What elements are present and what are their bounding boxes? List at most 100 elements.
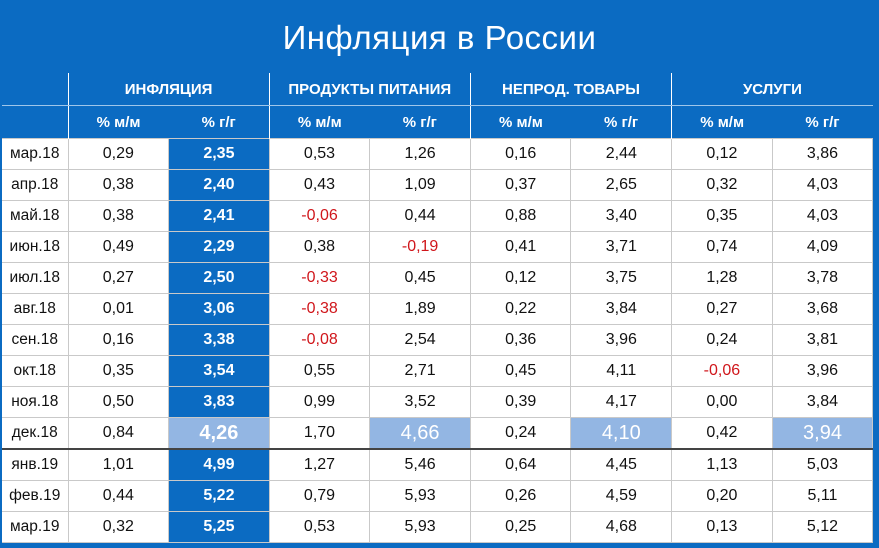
table-cell: 0,64 xyxy=(469,448,572,481)
table-cell: 0,88 xyxy=(469,200,572,232)
table-cell: 4,03 xyxy=(771,169,874,201)
table-cell: 0,32 xyxy=(67,511,170,543)
row-label-month: авг.18 xyxy=(2,293,69,325)
table-row: авг.18 0,01 3,06 -0,38 1,89 0,22 3,84 0,27 3,68 xyxy=(2,293,874,325)
table-cell: 5,11 xyxy=(771,480,874,512)
table-cell: 5,93 xyxy=(369,480,471,512)
table-cell: 0,12 xyxy=(469,262,572,294)
table-cell: 2,44 xyxy=(570,138,673,170)
table-cell: 4,26 xyxy=(168,417,270,450)
table-cell: 0,16 xyxy=(469,138,572,170)
table-row: мар.19 0,32 5,25 0,53 5,93 0,25 4,68 0,13 5,12 xyxy=(2,511,874,543)
table-cell: 3,52 xyxy=(369,386,471,418)
row-label-month: сен.18 xyxy=(2,324,69,356)
table-row: апр.18 0,38 2,40 0,43 1,09 0,37 2,65 0,32 4,03 xyxy=(2,169,874,201)
table-cell: 3,54 xyxy=(168,355,270,387)
table-body: мар.18 0,29 2,35 0,53 1,26 0,16 2,44 0,12 3,86 ап… xyxy=(2,138,874,543)
table-cell: 0,99 xyxy=(268,386,371,418)
table-cell: 0,45 xyxy=(369,262,471,294)
subheader-mm: % м/м xyxy=(469,105,571,139)
row-label-month: май.18 xyxy=(2,200,69,232)
row-label-month: янв.19 xyxy=(2,448,69,481)
table-cell: 2,41 xyxy=(168,200,270,232)
table-cell: 0,50 xyxy=(67,386,170,418)
group-header-services: УСЛУГИ xyxy=(671,73,873,106)
table-row: дек.18 0,84 4,26 1,70 4,66 0,24 4,10 0,42 3,94 xyxy=(2,417,874,450)
table-cell: 0,27 xyxy=(671,293,773,325)
table-cell: 1,09 xyxy=(369,169,471,201)
table-cell: 3,68 xyxy=(771,293,874,325)
table-row: ноя.18 0,50 3,83 0,99 3,52 0,39 4,17 0,00 3,84 xyxy=(2,386,874,418)
subheader-mm: % м/м xyxy=(671,105,773,139)
table-cell: 5,25 xyxy=(168,511,270,543)
table-cell: 3,38 xyxy=(168,324,270,356)
row-label-month: ноя.18 xyxy=(2,386,69,418)
table-cell: 0,55 xyxy=(268,355,371,387)
table-cell: -0,06 xyxy=(671,355,773,387)
table-cell: 3,06 xyxy=(168,293,270,325)
table-row: янв.19 1,01 4,99 1,27 5,46 0,64 4,45 1,13 5,03 xyxy=(2,448,874,481)
table-cell: 0,53 xyxy=(268,138,371,170)
row-label-month: фев.19 xyxy=(2,480,69,512)
table-cell: 1,13 xyxy=(671,448,773,481)
table-cell: 2,71 xyxy=(369,355,471,387)
table-cell: 1,01 xyxy=(67,448,170,481)
table-cell: -0,38 xyxy=(268,293,371,325)
table-cell: 0,27 xyxy=(67,262,170,294)
table-cell: 0,84 xyxy=(67,417,170,450)
table-cell: 5,03 xyxy=(771,448,874,481)
table-cell: 0,20 xyxy=(671,480,773,512)
table-row: май.18 0,38 2,41 -0,06 0,44 0,88 3,40 0,35 4,03 xyxy=(2,200,874,232)
table-row: июл.18 0,27 2,50 -0,33 0,45 0,12 3,75 1,28 3,78 xyxy=(2,262,874,294)
table-cell: 0,29 xyxy=(67,138,170,170)
inflation-table-area: ИНФЛЯЦИЯ ПРОДУКТЫ ПИТАНИЯ НЕПРОД. ТОВАРЫ… xyxy=(0,73,879,548)
table-cell: 3,96 xyxy=(771,355,874,387)
table-cell: 5,22 xyxy=(168,480,270,512)
table-cell: 0,53 xyxy=(268,511,371,543)
table-cell: 5,12 xyxy=(771,511,874,543)
row-label-month: мар.18 xyxy=(2,138,69,170)
row-label-month: дек.18 xyxy=(2,417,69,450)
table-cell: 0,41 xyxy=(469,231,572,263)
table-cell: 0,38 xyxy=(67,169,170,201)
inflation-table: ИНФЛЯЦИЯ ПРОДУКТЫ ПИТАНИЯ НЕПРОД. ТОВАРЫ… xyxy=(2,73,874,543)
table-cell: 4,99 xyxy=(168,448,270,481)
table-cell: 0,32 xyxy=(671,169,773,201)
table-cell: -0,06 xyxy=(268,200,371,232)
table-cell: 0,44 xyxy=(369,200,471,232)
table-cell: 3,40 xyxy=(570,200,673,232)
table-cell: 0,49 xyxy=(67,231,170,263)
group-header-row: ИНФЛЯЦИЯ ПРОДУКТЫ ПИТАНИЯ НЕПРОД. ТОВАРЫ… xyxy=(2,73,873,106)
subheader-yy: % г/г xyxy=(201,113,236,131)
table-cell: 0,79 xyxy=(268,480,371,512)
subheader-mm: % м/м xyxy=(268,105,370,139)
table-cell: 1,26 xyxy=(369,138,471,170)
table-cell: 3,94 xyxy=(771,417,874,450)
table-cell: 0,24 xyxy=(671,324,773,356)
row-label-month: июн.18 xyxy=(2,231,69,263)
table-row: мар.18 0,29 2,35 0,53 1,26 0,16 2,44 0,12 3,86 xyxy=(2,138,874,170)
table-row: окт.18 0,35 3,54 0,55 2,71 0,45 4,11 -0,06 3,96 xyxy=(2,355,874,387)
group-header-food: ПРОДУКТЫ ПИТАНИЯ xyxy=(268,73,471,106)
table-cell: 3,81 xyxy=(771,324,874,356)
table-cell: 4,10 xyxy=(570,417,673,450)
table-cell: 0,45 xyxy=(469,355,572,387)
subheader-corner xyxy=(2,106,68,139)
table-cell: 1,28 xyxy=(671,262,773,294)
table-cell: 0,22 xyxy=(469,293,572,325)
table-cell: 0,35 xyxy=(67,355,170,387)
table-row: июн.18 0,49 2,29 0,38 -0,19 0,41 3,71 0,74 4,09 xyxy=(2,231,874,263)
table-cell: 4,09 xyxy=(771,231,874,263)
table-cell: 0,01 xyxy=(67,293,170,325)
header-corner xyxy=(2,73,68,106)
table-cell: 3,83 xyxy=(168,386,270,418)
group-header-nonfood: НЕПРОД. ТОВАРЫ xyxy=(469,73,672,106)
table-cell: 0,00 xyxy=(671,386,773,418)
table-cell: 0,42 xyxy=(671,417,773,450)
row-label-month: апр.18 xyxy=(2,169,69,201)
table-cell: 0,43 xyxy=(268,169,371,201)
subheader-row: % м/м % г/г % м/м % г/г % м/м % г/г % м/… xyxy=(2,105,873,139)
table-cell: 2,65 xyxy=(570,169,673,201)
table-cell: 3,96 xyxy=(570,324,673,356)
row-label-month: окт.18 xyxy=(2,355,69,387)
